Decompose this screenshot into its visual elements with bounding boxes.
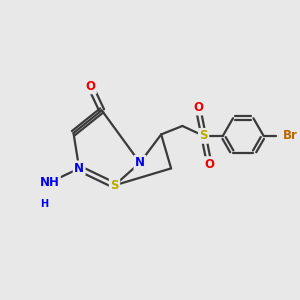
Text: N: N xyxy=(135,156,145,169)
Text: O: O xyxy=(193,101,203,114)
Text: O: O xyxy=(85,80,95,93)
Text: Br: Br xyxy=(283,129,297,142)
Text: S: S xyxy=(200,129,208,142)
Text: O: O xyxy=(204,158,214,171)
Text: H: H xyxy=(40,199,48,209)
Text: N: N xyxy=(74,162,84,175)
Text: S: S xyxy=(110,179,119,192)
Text: NH: NH xyxy=(40,176,59,189)
